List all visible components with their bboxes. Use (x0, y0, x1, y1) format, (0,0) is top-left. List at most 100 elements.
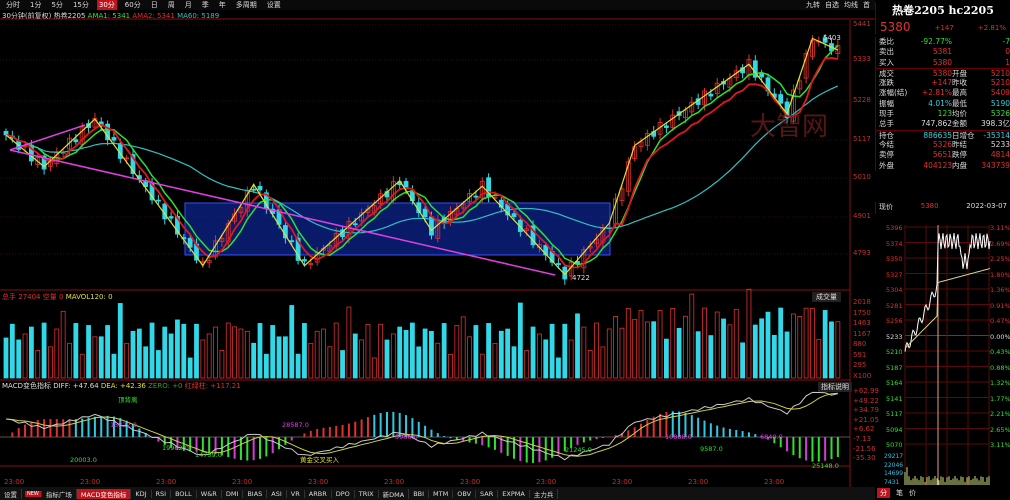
period-6[interactable]: 日 (150, 1, 158, 9)
macd-signal-label: 5966.0 (395, 433, 418, 441)
period-11[interactable]: 多周期 (235, 1, 257, 9)
indicator-tab-20[interactable]: EXPMA (498, 489, 530, 498)
intraday-tab-0[interactable]: 分 (877, 488, 890, 498)
volume-bar (746, 288, 752, 379)
toolbar-right-2[interactable]: 均线 (844, 1, 858, 9)
period-7[interactable]: 周 (167, 1, 175, 9)
indicator-tab-19[interactable]: SAR (476, 489, 499, 498)
candle (784, 101, 790, 119)
volume-bar (124, 342, 130, 379)
macd-axis-label: +21.05 (853, 415, 879, 424)
intraday-pct-label: 0.43% (990, 348, 1010, 356)
indicator-tab-18[interactable]: OBV (453, 489, 477, 498)
indicator-tab-16[interactable]: BBI (409, 489, 430, 498)
volume-bar (302, 323, 307, 379)
period-2[interactable]: 5分 (51, 1, 63, 9)
intraday-price-label: 5396 (886, 224, 903, 232)
volume-bar (524, 350, 530, 379)
intraday-price-label: 5187 (886, 363, 903, 372)
intraday-tab-2[interactable]: 价 (909, 489, 916, 497)
period-12[interactable]: 设置 (266, 1, 281, 9)
price-axis-label: 5010 (853, 173, 871, 181)
indicator-tab-0[interactable]: 设置 (0, 488, 22, 499)
macd-signal-label: 20003.0 (70, 456, 97, 464)
toolbar-right-3[interactable]: 首 (863, 1, 870, 9)
volume-bar (28, 326, 34, 379)
quote-label2 (952, 47, 980, 57)
quote-value: +147 (931, 78, 952, 88)
period-5[interactable]: 60分 (124, 1, 141, 9)
volume-bar (409, 322, 415, 379)
indicator-tab-10[interactable]: ASI (267, 489, 287, 498)
period-0[interactable]: 分时 (6, 1, 20, 9)
volume-bar (657, 310, 663, 379)
quote-label: 今结 (879, 139, 894, 149)
intraday-label: 现价 (879, 203, 893, 211)
candle (644, 133, 650, 146)
volume-bar (390, 333, 396, 379)
volume-indicator-select[interactable]: 成交量 (812, 292, 841, 302)
candle (302, 259, 307, 262)
quote-label2: 昨结 (952, 139, 967, 149)
time-axis-label: 23:00 (156, 478, 177, 486)
quote-value2: 1 (1005, 57, 1010, 67)
indicator-tab-9[interactable]: BIAS (243, 489, 268, 498)
toolbar-right-0[interactable]: 九转 (806, 1, 820, 9)
indicator-tab-7[interactable]: W&R (197, 489, 222, 498)
volume-bar (619, 327, 625, 379)
candle (41, 155, 47, 170)
period-4[interactable]: 30分 (96, 0, 117, 10)
volume-bar (587, 349, 593, 379)
volume-bar (644, 321, 650, 379)
quote-row: 今结 5326 昨结 5233 (876, 140, 1010, 150)
candle (22, 145, 28, 148)
quote-value: 5651 (932, 150, 952, 160)
indicator-tab-3[interactable]: MACD变色指标 (76, 488, 132, 499)
volume-bar (206, 333, 212, 379)
indicator-tab-13[interactable]: DPO (332, 489, 355, 498)
period-10[interactable]: 年 (218, 1, 226, 9)
volume-axis-label: 1463 (853, 319, 871, 327)
low-price-label: 4722 (572, 274, 590, 282)
quote-label: 涨幅(结) (879, 88, 908, 98)
indicator-help-button[interactable]: 指标说明 (818, 382, 852, 392)
intraday-price-label: 5117 (886, 410, 903, 418)
volume-bar (175, 319, 180, 379)
indicator-tab-21[interactable]: 主力兵 (530, 488, 559, 499)
indicator-tab-8[interactable]: DMI (222, 489, 244, 498)
indicator-tab-5[interactable]: RSI (152, 489, 172, 498)
intraday-pct-label: 3.11% (990, 441, 1010, 449)
period-1[interactable]: 1分 (30, 1, 42, 9)
indicator-tab-17[interactable]: MTM (429, 489, 454, 498)
intraday-tab-1[interactable]: 笔 (896, 489, 903, 497)
quote-label2: 内盘 (952, 160, 967, 170)
period-3[interactable]: 15分 (72, 1, 89, 9)
indicator-tab-6[interactable]: BOLL (171, 489, 197, 498)
candle (810, 40, 815, 57)
toolbar-right-1[interactable]: 自选 (825, 1, 839, 9)
quote-row: 外盘 404123 内盘 343739 (876, 161, 1010, 171)
quote-row: 卖停 5651 跌停 4814 (876, 150, 1010, 160)
indicator-tab-14[interactable]: TRIX (355, 489, 379, 498)
intraday-price-label: 5164 (886, 379, 903, 387)
candle (556, 263, 561, 265)
intraday-pct-label: 1.80% (990, 270, 1010, 279)
macd-axis-label: +34.79 (853, 406, 879, 415)
candle (105, 123, 110, 141)
ma2-value: AMA2: 5341 (132, 12, 175, 20)
indicator-tab-11[interactable]: VR (287, 489, 305, 498)
indicator-tab-1[interactable]: NEW (25, 490, 42, 497)
ma60-line (5, 85, 839, 234)
candle (219, 237, 225, 242)
period-9[interactable]: 季 (201, 1, 209, 9)
indicator-tab-15[interactable]: 新DMA (379, 488, 410, 499)
period-8[interactable]: 月 (184, 1, 192, 9)
indicator-tab-4[interactable]: KDJ (131, 489, 152, 498)
intraday-price-label: 5210 (886, 348, 903, 356)
indicator-tab-12[interactable]: ARBR (305, 489, 332, 498)
quote-label: 持仓 (879, 130, 894, 140)
volume-header: 总手 27404 空量 0 MAVOL120: 0 (2, 292, 113, 302)
indicator-tab-2[interactable]: 指标广场 (42, 488, 77, 499)
candle (638, 141, 644, 147)
